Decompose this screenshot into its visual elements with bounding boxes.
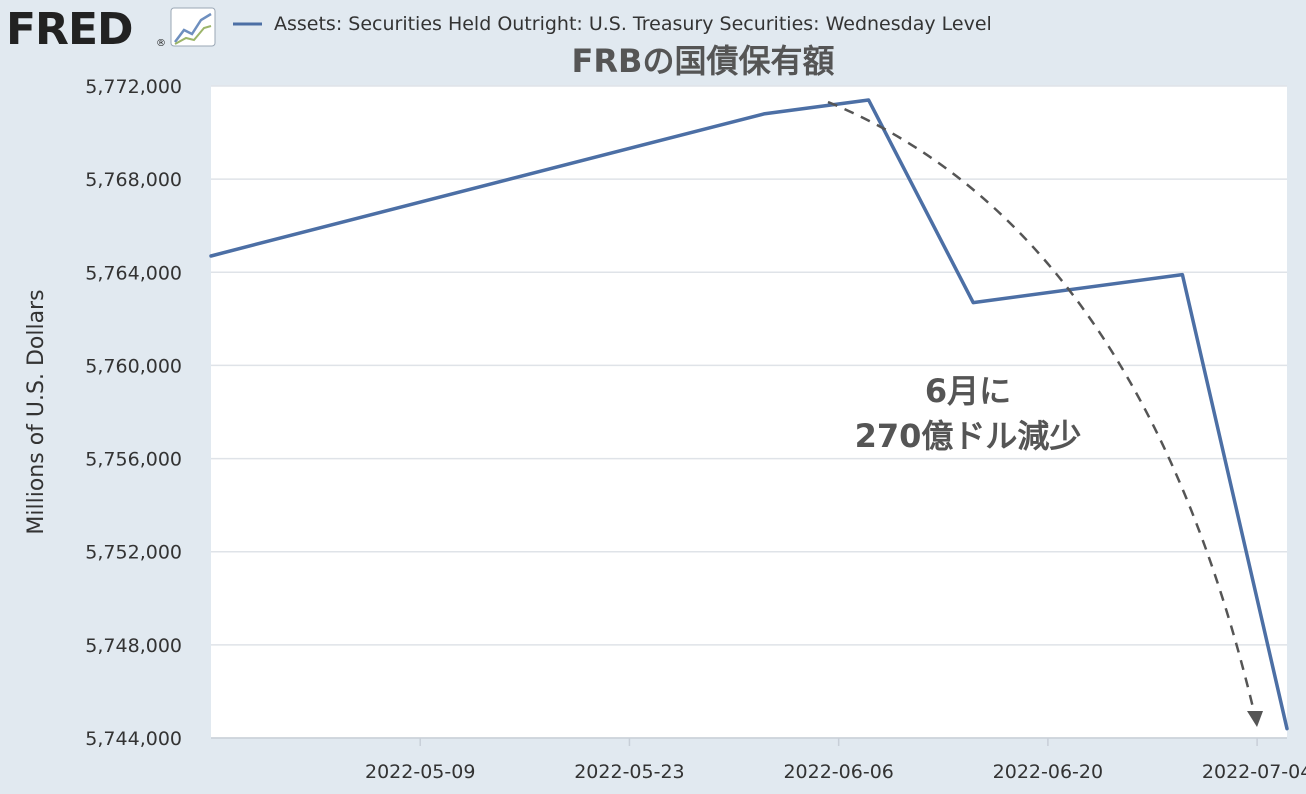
fred-logo-registered: ® bbox=[156, 38, 166, 49]
x-tick-label: 2022-07-04 bbox=[1202, 761, 1306, 783]
y-tick-label: 5,752,000 bbox=[85, 542, 182, 564]
x-tick-label: 2022-05-09 bbox=[365, 761, 475, 783]
x-axis-ticks: 2022-05-09 2022-05-23 2022-06-06 2022-06-20… bbox=[211, 737, 1306, 783]
y-tick-label: 5,772,000 bbox=[85, 76, 182, 98]
y-tick-label: 5,760,000 bbox=[85, 355, 182, 377]
annotation-arrowhead bbox=[1247, 711, 1263, 727]
annotation-line-2: 270億ドル減少 bbox=[855, 417, 1082, 455]
fred-logo-text: FRED bbox=[6, 4, 133, 55]
legend: Assets: Securities Held Outright: U.S. T… bbox=[233, 13, 992, 35]
x-tick-label: 2022-06-06 bbox=[783, 761, 893, 783]
x-tick-label: 2022-06-20 bbox=[993, 761, 1103, 783]
annotation-arrow bbox=[827, 100, 1257, 717]
x-tick-label: 2022-05-23 bbox=[574, 761, 684, 783]
y-tick-label: 5,748,000 bbox=[85, 635, 182, 657]
annotation-line-1: 6月に bbox=[925, 372, 1011, 410]
plot-area bbox=[211, 86, 1287, 738]
y-tick-label: 5,768,000 bbox=[85, 169, 182, 191]
y-axis-ticks: 5,744,000 5,748,000 5,752,000 5,756,000 5,76… bbox=[85, 76, 182, 750]
y-tick-label: 5,756,000 bbox=[85, 449, 182, 471]
y-tick-label: 5,764,000 bbox=[85, 262, 182, 284]
legend-label: Assets: Securities Held Outright: U.S. T… bbox=[274, 13, 992, 35]
series-layer bbox=[209, 98, 1289, 731]
y-tick-label: 5,744,000 bbox=[85, 728, 182, 750]
annotation: 6月に 270億ドル減少 bbox=[827, 100, 1263, 727]
series-line bbox=[209, 98, 1289, 731]
fred-logo[interactable]: FRED ® bbox=[6, 4, 216, 55]
chart-title: FRBの国債保有額 bbox=[572, 42, 835, 80]
line-graph-icon bbox=[170, 7, 216, 47]
y-axis-label: Millions of U.S. Dollars bbox=[24, 289, 49, 534]
